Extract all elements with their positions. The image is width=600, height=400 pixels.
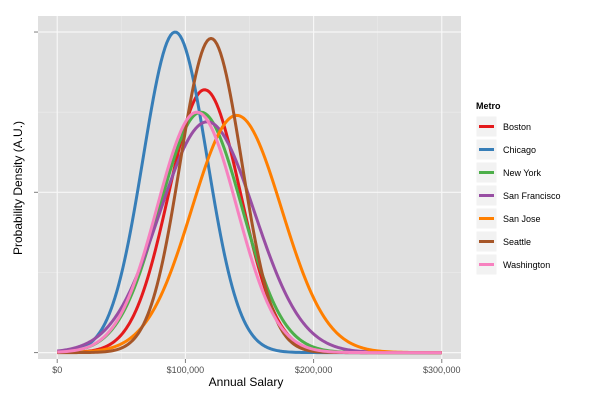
legend-label-seattle: Seattle	[503, 237, 531, 247]
x-tick-label: $200,000	[295, 365, 333, 375]
x-tick-label: $300,000	[423, 365, 461, 375]
legend-label-washington: Washington	[503, 260, 550, 270]
legend-title: Metro	[476, 101, 501, 111]
x-tick-label: $100,000	[167, 365, 205, 375]
x-axis-ticks: $0 $100,000 $200,000 $300,000	[52, 359, 461, 375]
y-axis-title: Probability Density (A.U.)	[11, 121, 25, 255]
legend-items: Boston Chicago New York San Francisco San Jo…	[475, 115, 561, 276]
series-line-washington	[57, 110, 442, 355]
series-line-san-jose	[57, 113, 442, 355]
legend-label-chicago: Chicago	[503, 145, 536, 155]
legend-label-new-york: New York	[503, 168, 542, 178]
grid-minor	[38, 16, 461, 359]
legend-label-san-francisco: San Francisco	[503, 191, 561, 201]
series-lines	[57, 30, 442, 355]
legend-label-san-jose: San Jose	[503, 214, 541, 224]
x-axis-title: Annual Salary	[209, 375, 284, 389]
legend: Metro Boston Chicago New York San Francisco…	[475, 101, 561, 276]
x-tick-label: $0	[52, 365, 62, 375]
y-axis-ticks	[34, 31, 38, 354]
legend-label-boston: Boston	[503, 122, 531, 132]
